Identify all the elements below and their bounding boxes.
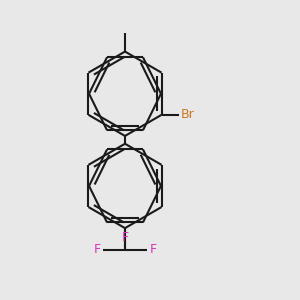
Text: F: F	[149, 244, 157, 256]
Text: Br: Br	[181, 108, 195, 121]
Text: F: F	[122, 231, 129, 244]
Text: F: F	[94, 244, 100, 256]
